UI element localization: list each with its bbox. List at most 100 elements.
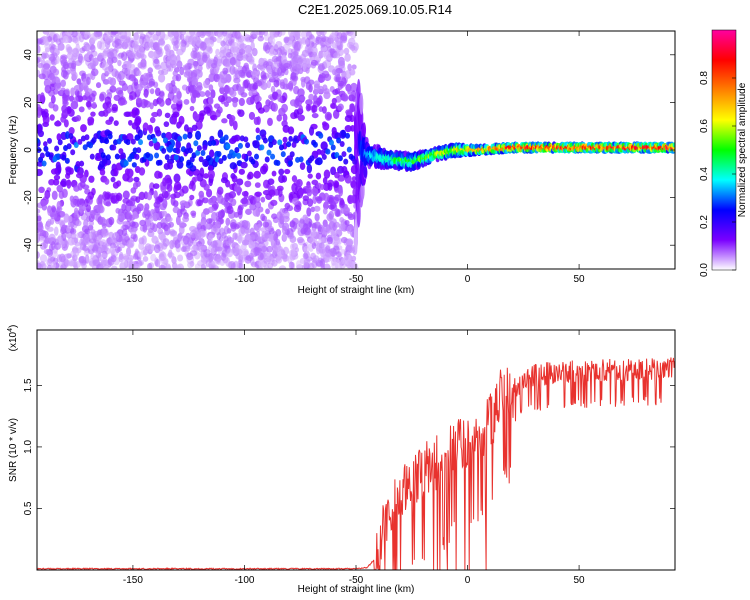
spectrogram-cell <box>264 156 270 163</box>
spectrogram-cell <box>170 196 176 206</box>
spectrogram-cell <box>339 141 345 148</box>
spectrogram-cell <box>37 110 42 119</box>
spectrogram-cell <box>293 135 299 142</box>
spectrogram-cell <box>282 83 290 90</box>
spectrogram-x-tick-label: -100 <box>234 274 254 285</box>
spectrogram-cell <box>267 117 273 127</box>
spectrogram-cell <box>225 143 231 150</box>
spectrogram-cell <box>111 265 118 269</box>
spectrogram-cell <box>287 40 293 47</box>
spectrogram-cell <box>344 70 352 79</box>
spectrogram-cell <box>233 134 241 142</box>
spectrogram-cell <box>44 112 50 118</box>
spectrogram-cell <box>84 134 90 141</box>
spectrogram-cell <box>91 68 99 77</box>
spectrogram-cell <box>323 192 330 202</box>
spectrogram-cell <box>134 153 140 160</box>
spectrogram-cell <box>299 162 306 170</box>
spectrogram-cell <box>319 248 326 254</box>
spectrogram-cell <box>87 224 94 231</box>
spectrogram-cell <box>117 89 124 99</box>
spectrogram-cell <box>153 190 158 199</box>
spectrogram-y-tick-label: 0 <box>23 147 34 153</box>
spectrogram-cell <box>164 225 171 236</box>
spectrogram-cell <box>340 129 346 138</box>
spectrogram-cell <box>231 96 239 103</box>
spectrogram-cell <box>169 55 178 65</box>
spectrogram-cell <box>301 31 307 40</box>
spectrogram-cell <box>84 254 90 264</box>
spectrogram-cell <box>56 133 62 141</box>
spectrogram-cell <box>53 226 59 236</box>
spectrogram-cell <box>282 215 290 223</box>
spectrogram-cell <box>350 31 357 40</box>
spectrogram-cell <box>132 147 138 154</box>
spectrogram-cell <box>225 51 234 58</box>
spectrogram-cell <box>73 84 82 92</box>
spectrogram-cell <box>105 119 113 125</box>
spectrogram-cell <box>89 153 95 160</box>
spectrogram-cell <box>154 126 161 134</box>
spectrogram-cell <box>256 236 262 243</box>
spectrogram-cell <box>99 168 106 176</box>
spectrogram-cell <box>88 142 94 149</box>
spectrogram-cell <box>290 71 297 80</box>
spectrogram-cell <box>165 82 173 92</box>
spectrogram-cell <box>295 63 302 72</box>
spectrogram-cell <box>179 200 188 207</box>
spectrogram-cell <box>338 225 346 231</box>
spectrogram-cell <box>37 137 40 144</box>
spectrogram-cell <box>352 158 358 165</box>
spectrogram-cell <box>126 239 135 249</box>
spectrogram-cell <box>123 111 131 118</box>
spectrogram-cell <box>335 209 341 217</box>
spectrogram-cell <box>331 97 337 105</box>
spectrogram-cell <box>350 194 357 204</box>
spectrogram-cell <box>87 231 95 241</box>
spectrogram-cell <box>243 220 251 231</box>
spectrogram-cell <box>228 191 237 199</box>
spectrogram-cell <box>248 111 256 120</box>
spectrogram-cell <box>322 182 331 191</box>
spectrogram-cell <box>334 88 341 95</box>
spectrogram-cell <box>223 199 230 208</box>
spectrogram-cell <box>237 205 243 216</box>
spectrogram-cell <box>311 104 318 113</box>
spectrogram-cell <box>187 58 195 66</box>
spectrogram-cell <box>314 221 321 229</box>
spectrogram-cell <box>238 227 246 236</box>
spectrogram-cell <box>347 37 356 47</box>
spectrogram-cell <box>271 170 277 177</box>
spectrogram-cell <box>287 126 295 135</box>
spectrogram-cell <box>350 180 357 188</box>
spectrogram-cell <box>246 97 254 106</box>
spectrogram-cell <box>158 264 166 269</box>
spectrogram-cell <box>173 191 181 199</box>
spectrogram-cell <box>298 104 303 114</box>
spectrogram-cell <box>118 253 124 263</box>
spectrogram-cell <box>193 140 199 147</box>
spectrogram-cell <box>225 257 231 267</box>
spectrogram-cell <box>343 206 351 214</box>
spectrogram-cell <box>49 217 55 225</box>
spectrogram-cell <box>179 156 185 163</box>
spectrogram-cell <box>93 133 99 140</box>
spectrogram-cell <box>250 234 255 241</box>
spectrogram-cell <box>241 190 249 197</box>
spectrogram-cell <box>46 137 52 144</box>
spectrogram-cell <box>305 67 310 74</box>
spectrogram-cell <box>56 184 63 193</box>
spectrogram-cell <box>209 149 215 158</box>
spectrogram-cell <box>108 216 115 226</box>
spectrogram-cell <box>138 167 146 176</box>
spectrogram-cell <box>351 64 357 70</box>
spectrogram-cell <box>238 48 246 55</box>
spectrogram-cell <box>297 56 304 65</box>
spectrogram-cell <box>121 238 128 246</box>
spectrogram-cell <box>173 173 181 183</box>
spectrogram-cell <box>60 79 66 88</box>
spectrogram-cell <box>247 171 254 180</box>
spectrogram-cell <box>79 180 86 188</box>
spectrogram-cell <box>126 61 132 71</box>
